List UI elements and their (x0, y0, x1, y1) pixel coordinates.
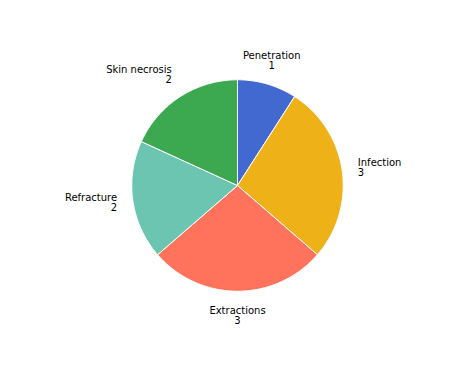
svg-text:Skin necrosis2: Skin necrosis2 (106, 64, 172, 85)
svg-text:Infection3: Infection3 (358, 157, 402, 178)
svg-text:Extractions3: Extractions3 (209, 305, 265, 326)
svg-text:Penetration1: Penetration1 (243, 50, 301, 71)
svg-text:Refracture2: Refracture2 (65, 192, 117, 213)
